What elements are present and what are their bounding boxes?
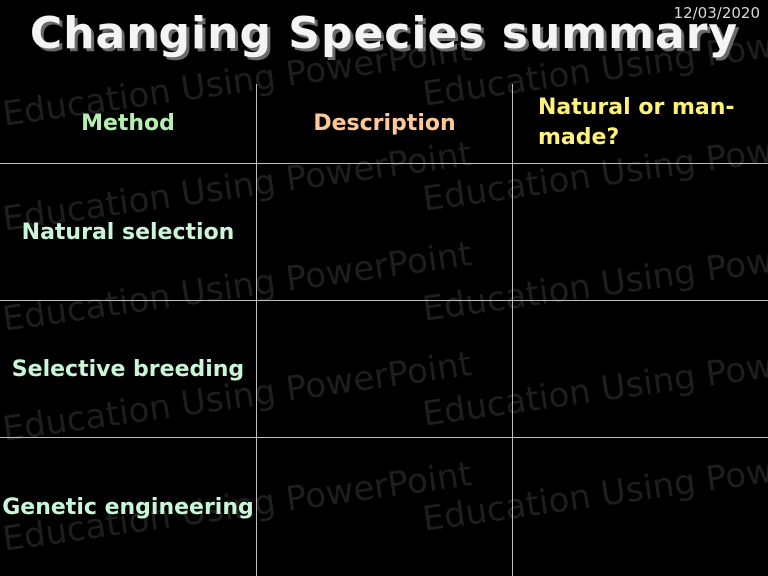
table-header-natural-or-man-made: Natural or man-made? [538,95,735,150]
table-row-method-selective-breeding: Selective breeding [11,356,245,382]
table-row-method-genetic-engineering: Genetic engineering [2,494,254,520]
table-cell-description-3[interactable] [257,438,512,576]
table-cell-description-1[interactable] [257,164,512,300]
slide-title: Changing Species summary [29,8,739,59]
table-header-method: Method [81,111,175,136]
table-row-divider-1 [0,163,768,164]
table-cell-natural-or-man-made-3[interactable] [513,438,768,576]
table-cell-natural-or-man-made-2[interactable] [513,301,768,437]
slide-date: 12/03/2020 [673,4,760,22]
table-row-method-natural-selection: Natural selection [21,219,235,245]
table-row-divider-2 [0,300,768,301]
table-column-divider-2 [512,84,513,576]
table-column-divider-1 [256,84,257,576]
table-cell-natural-or-man-made-1[interactable] [513,164,768,300]
table-cell-description-2[interactable] [257,301,512,437]
table-header-description: Description [313,111,456,136]
table-row-divider-3 [0,437,768,438]
